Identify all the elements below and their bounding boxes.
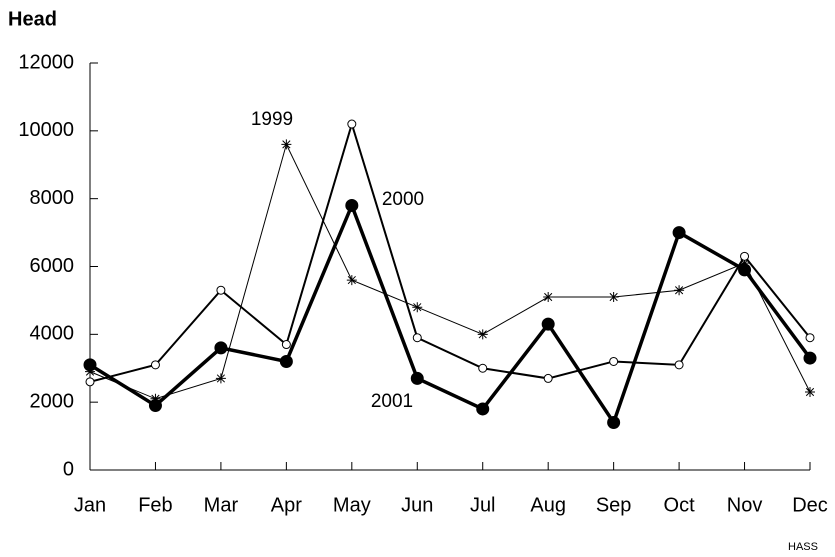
line [89,120,811,383]
y-axis-label: Head [8,8,57,30]
y-tick-label: 8000 [30,187,75,209]
marker [347,119,357,129]
marker [281,340,291,350]
marker [281,139,292,150]
line [89,200,812,427]
marker [214,341,228,355]
marker [805,386,815,397]
x-tick-label: Aug [530,494,566,516]
marker [803,351,817,365]
marker [150,393,161,404]
series-label: 1999 [251,109,293,130]
marker [85,366,95,377]
marker [608,292,619,303]
marker [412,302,423,313]
marker [543,373,553,383]
y-tick-label: 2000 [30,390,75,412]
x-tick-label: Jun [401,494,433,516]
y-tick-label: 4000 [30,323,75,345]
x-tick-label: Dec [792,494,828,516]
marker [478,363,488,373]
marker [543,292,554,303]
y-tick-label: 10000 [18,119,74,141]
marker [672,226,686,240]
y-tick-label: 12000 [18,51,74,73]
source-note: HASS [788,541,818,553]
marker [148,399,162,413]
marker [83,358,97,372]
marker [607,416,621,430]
x-tick-label: Jan [74,494,106,516]
marker [345,198,359,212]
marker [739,258,750,269]
series-label: 2001 [371,391,413,412]
line [89,142,811,400]
marker [412,333,422,343]
marker [215,373,226,384]
series-label: 2000 [382,189,424,210]
x-tick-label: Feb [138,494,172,516]
x-tick-label: Oct [664,494,696,516]
y-tick-label: 0 [63,458,74,480]
marker [216,285,226,295]
marker [740,251,750,261]
marker [346,275,357,286]
marker [805,333,815,343]
marker [609,356,619,366]
x-tick-label: Jul [470,494,496,516]
x-tick-label: Apr [271,494,302,516]
marker [279,354,293,368]
marker [541,317,555,331]
marker [410,371,424,385]
marker [476,402,490,416]
x-tick-label: Sep [596,494,632,516]
y-tick-label: 6000 [30,255,75,277]
x-tick-label: May [333,494,371,516]
marker [150,360,160,370]
marker [85,377,95,387]
x-tick-label: Mar [204,494,239,516]
marker [738,263,752,277]
marker [674,360,684,370]
marker [674,285,685,296]
marker [477,329,488,340]
x-tick-label: Nov [727,494,763,516]
